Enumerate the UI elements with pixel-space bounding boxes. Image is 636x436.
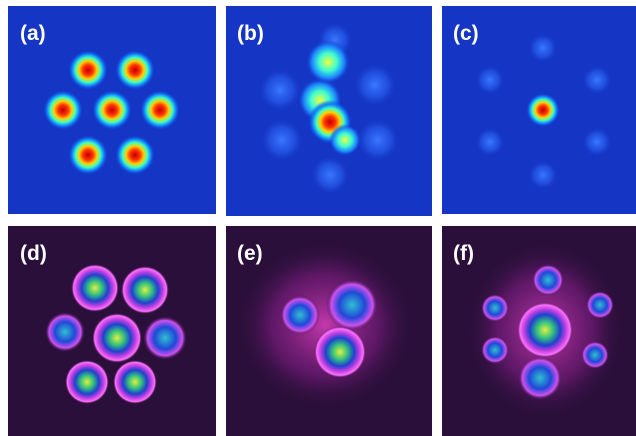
panel-label: (e): [237, 242, 263, 265]
panel-d: (d): [8, 226, 216, 436]
panel-label: (a): [20, 22, 46, 45]
panel-f: (f): [442, 226, 636, 436]
panel-e: (e): [226, 226, 432, 436]
panel-a: (a): [8, 6, 216, 214]
panel-label: (f): [453, 242, 474, 265]
panel-label: (b): [237, 22, 264, 45]
panel-label: (d): [20, 242, 47, 265]
panel-label: (c): [453, 22, 479, 45]
panel-b: (b): [226, 6, 432, 216]
panel-c: (c): [442, 6, 636, 214]
